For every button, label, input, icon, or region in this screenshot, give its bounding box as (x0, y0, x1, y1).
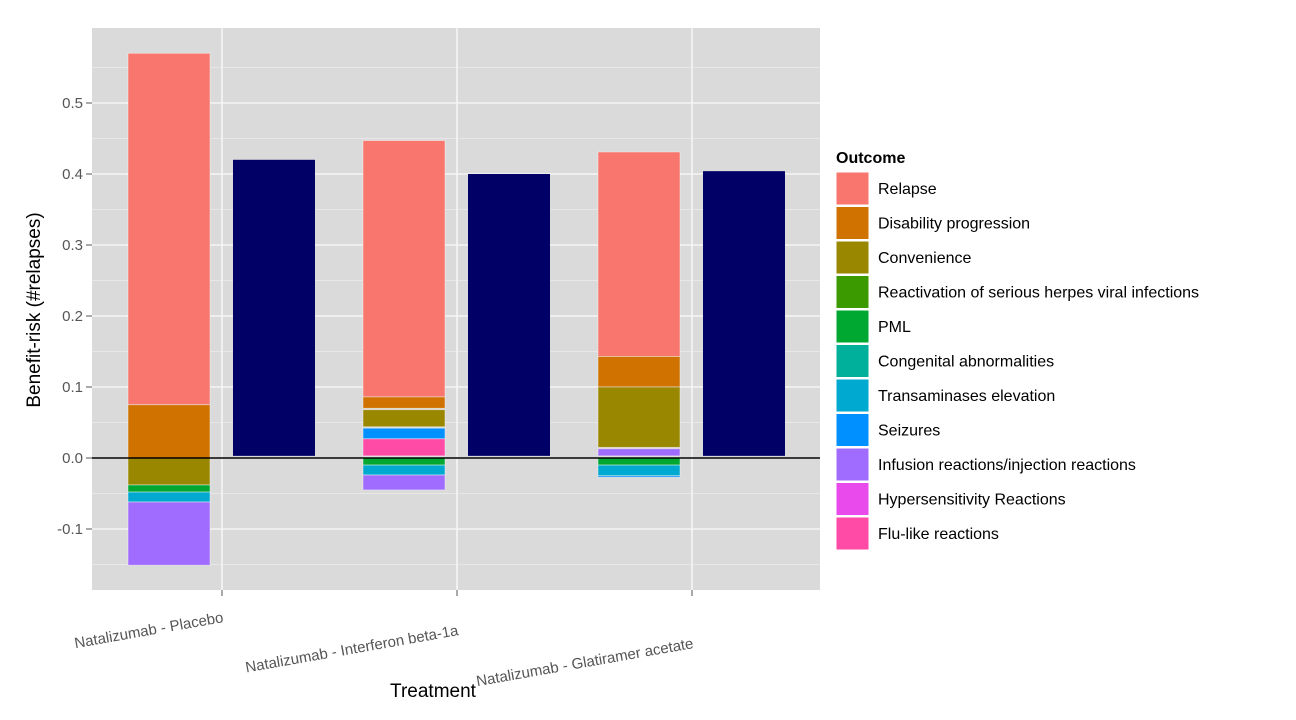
bar-segment-infusion-reactions-injection-reactions (362, 474, 446, 491)
bar-segment-disability-progression (362, 396, 446, 409)
bar-segment-relapse (362, 140, 446, 398)
x-axis: Natalizumab - Placebo Natalizumab - Inter… (73, 590, 695, 690)
legend-swatch (835, 206, 870, 240)
x-axis-title: Treatment (390, 681, 477, 702)
bar-segment-transaminases-elevation (362, 464, 446, 476)
y-tick-label: -0.1 (57, 521, 83, 538)
net-benefit-bar (468, 174, 550, 456)
legend-label: Infusion reactions/injection reactions (878, 457, 1136, 474)
y-axis: -0.1 0.0 0.1 0.2 0.3 0.4 0.5 (57, 95, 92, 538)
legend-title: Outcome (836, 150, 905, 167)
x-tick-label: Natalizumab - Interferon beta-1a (244, 622, 460, 676)
legend: Outcome Relapse Disability progression Con… (835, 150, 1199, 551)
net-benefit-bar (703, 171, 785, 456)
bar-segment-relapse (127, 52, 211, 406)
legend-swatch (835, 309, 870, 344)
bar-segment-pml (127, 484, 211, 493)
legend-label: Convenience (878, 250, 972, 267)
legend-swatch (835, 516, 870, 551)
y-tick-label: 0.0 (62, 450, 83, 467)
y-tick-label: 0.5 (62, 95, 83, 112)
bar-segment-seizures (597, 475, 681, 478)
y-tick-label: 0.1 (62, 379, 83, 396)
legend-swatch (835, 240, 870, 275)
bar-segment-pml (362, 457, 446, 466)
bar-segment-relapse (597, 151, 681, 357)
legend-swatch (835, 413, 870, 447)
x-tick-label: Natalizumab - Placebo (73, 609, 225, 652)
legend-label: Flu-like reactions (878, 526, 999, 543)
bar-segment-flu-like-reactions (362, 438, 446, 457)
bar-segment-convenience (597, 386, 681, 448)
legend-label: Seizures (878, 423, 940, 440)
bar-segment-pml (597, 457, 681, 466)
legend-swatch (835, 344, 870, 378)
bar-segment-disability-progression (127, 404, 211, 459)
bar-segment-transaminases-elevation (597, 464, 681, 477)
legend-label: PML (878, 319, 911, 336)
bars (127, 52, 785, 566)
x-tick-label: Natalizumab - Glatiramer acetate (475, 635, 695, 690)
bar-segment-convenience (127, 457, 211, 486)
bar-segment-infusion-reactions-injection-reactions (127, 501, 211, 566)
y-tick-label: 0.3 (62, 237, 83, 254)
legend-swatch (835, 447, 870, 482)
legend-label: Reactivation of serious herpes viral inf… (878, 285, 1199, 302)
y-tick-label: 0.2 (62, 308, 83, 325)
y-tick-label: 0.4 (62, 166, 83, 183)
legend-swatch (835, 275, 870, 309)
legend-label: Transaminases elevation (878, 388, 1055, 405)
bar-segment-seizures (362, 427, 446, 440)
bar-segment-transaminases-elevation (127, 491, 211, 503)
legend-swatch (835, 378, 870, 413)
y-axis-title: Benefit-risk (#relapses) (24, 212, 45, 407)
legend-swatch (835, 171, 870, 206)
net-benefit-bar (233, 159, 315, 456)
bar-segment-infusion-reactions-injection-reactions (597, 448, 681, 457)
legend-label: Disability progression (878, 216, 1030, 233)
legend-label: Relapse (878, 181, 937, 198)
legend-swatch (835, 482, 870, 516)
legend-label: Hypersensitivity Reactions (878, 492, 1066, 509)
bar-segment-disability-progression (597, 356, 681, 388)
plot-panel (92, 28, 820, 590)
bar-segment-convenience (362, 409, 446, 428)
legend-label: Congenital abnormalities (878, 354, 1054, 371)
